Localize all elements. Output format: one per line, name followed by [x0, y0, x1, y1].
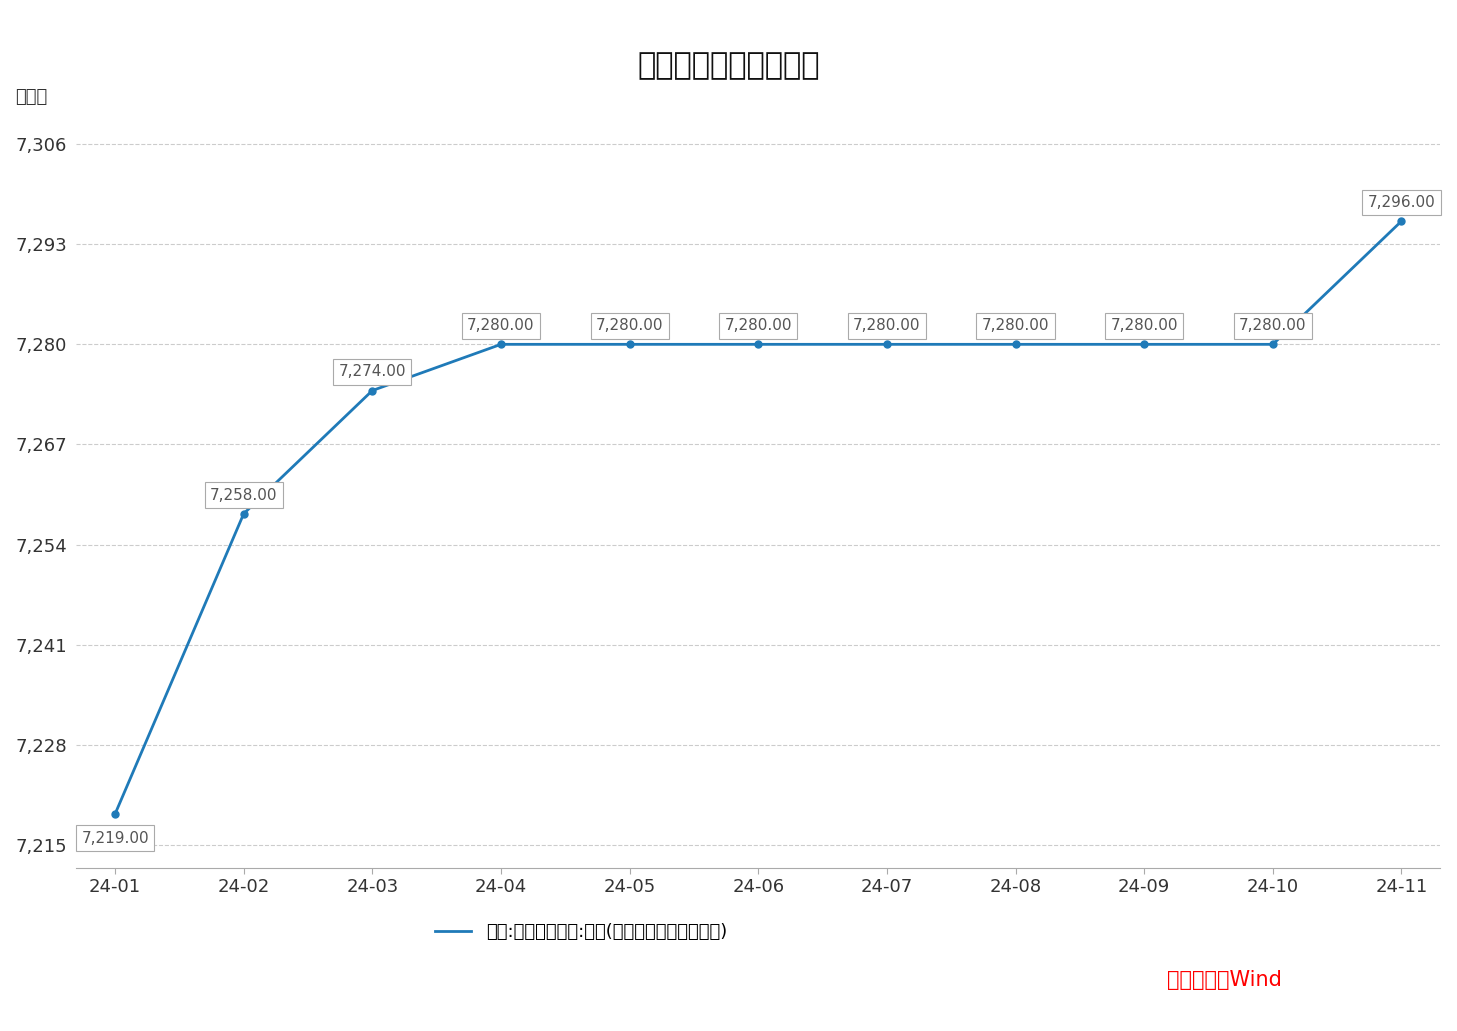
- Legend: 中国:官方储备资产:黄金(以盎司计算的纯金数量): 中国:官方储备资产:黄金(以盎司计算的纯金数量): [428, 917, 734, 949]
- Text: 7,219.00: 7,219.00: [82, 831, 149, 845]
- Text: 7,280.00: 7,280.00: [724, 319, 793, 333]
- Point: [1132, 336, 1155, 353]
- Point: [876, 336, 899, 353]
- Text: 7,280.00: 7,280.00: [1238, 319, 1307, 333]
- Point: [1390, 212, 1413, 229]
- Point: [103, 806, 127, 823]
- Text: 7,280.00: 7,280.00: [596, 319, 663, 333]
- Text: 7,280.00: 7,280.00: [468, 319, 535, 333]
- Text: 数据来源：Wind: 数据来源：Wind: [1167, 970, 1282, 990]
- Point: [746, 336, 769, 353]
- Text: 7,280.00: 7,280.00: [982, 319, 1049, 333]
- Text: 7,280.00: 7,280.00: [854, 319, 921, 333]
- Text: 我国黄金储备变化情况: 我国黄金储备变化情况: [637, 52, 820, 80]
- Point: [1004, 336, 1027, 353]
- Text: 万盎司: 万盎司: [15, 88, 48, 106]
- Point: [361, 383, 385, 399]
- Text: 7,258.00: 7,258.00: [210, 488, 277, 503]
- Point: [490, 336, 513, 353]
- Text: 7,296.00: 7,296.00: [1368, 195, 1435, 210]
- Point: [1262, 336, 1285, 353]
- Point: [232, 505, 255, 522]
- Point: [618, 336, 641, 353]
- Text: 7,280.00: 7,280.00: [1110, 319, 1177, 333]
- Text: 7,274.00: 7,274.00: [338, 364, 407, 379]
